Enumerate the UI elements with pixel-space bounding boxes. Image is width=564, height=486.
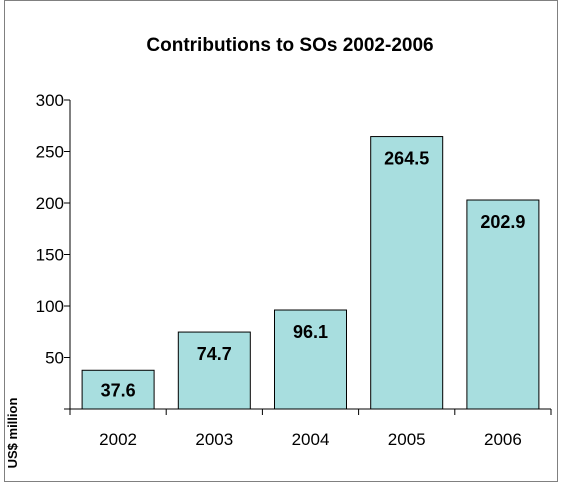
- y-tick-label: 50: [45, 349, 64, 368]
- y-tick-label: 100: [36, 297, 64, 316]
- data-label-2004: 96.1: [293, 322, 328, 342]
- bar-2006: [466, 199, 540, 410]
- bar-2005: [370, 136, 444, 410]
- chart-title: Contributions to SOs 2002-2006: [146, 35, 433, 56]
- data-label-2005: 264.5: [384, 149, 429, 169]
- data-label-2002: 37.6: [101, 381, 136, 401]
- x-tick-label-2002: 2002: [99, 430, 137, 449]
- y-tick-label: 300: [36, 91, 64, 110]
- y-axis-ticks: 50 100 150 200 250 300: [36, 91, 70, 410]
- x-tick-label-2004: 2004: [292, 430, 330, 449]
- x-axis-ticks: [69, 409, 552, 415]
- x-tick-label-2006: 2006: [484, 430, 522, 449]
- bar-chart: Contributions to SOs 2002-2006 50 100 150 2…: [5, 35, 552, 469]
- data-label-2003: 74.7: [197, 344, 232, 364]
- x-tick-label-2005: 2005: [388, 430, 426, 449]
- x-tick-label-2003: 2003: [195, 430, 233, 449]
- x-tick-labels-group: 2002 2003 2004 2005 2006: [99, 430, 522, 449]
- bar-2003: [177, 331, 251, 410]
- y-axis-label: US$ million: [5, 398, 20, 469]
- y-tick-label: 250: [36, 143, 64, 162]
- data-labels-group: 37.6 74.7 96.1 264.5 202.9: [101, 149, 526, 401]
- bar-2004: [274, 309, 347, 410]
- bar-2002: [81, 369, 155, 410]
- chart-frame: Contributions to SOs 2002-2006 50 100 150 2…: [4, 0, 558, 482]
- data-label-2006: 202.9: [480, 212, 525, 232]
- y-tick-label: 200: [36, 194, 64, 213]
- bars-group: [81, 136, 540, 410]
- y-tick-label: 150: [36, 246, 64, 265]
